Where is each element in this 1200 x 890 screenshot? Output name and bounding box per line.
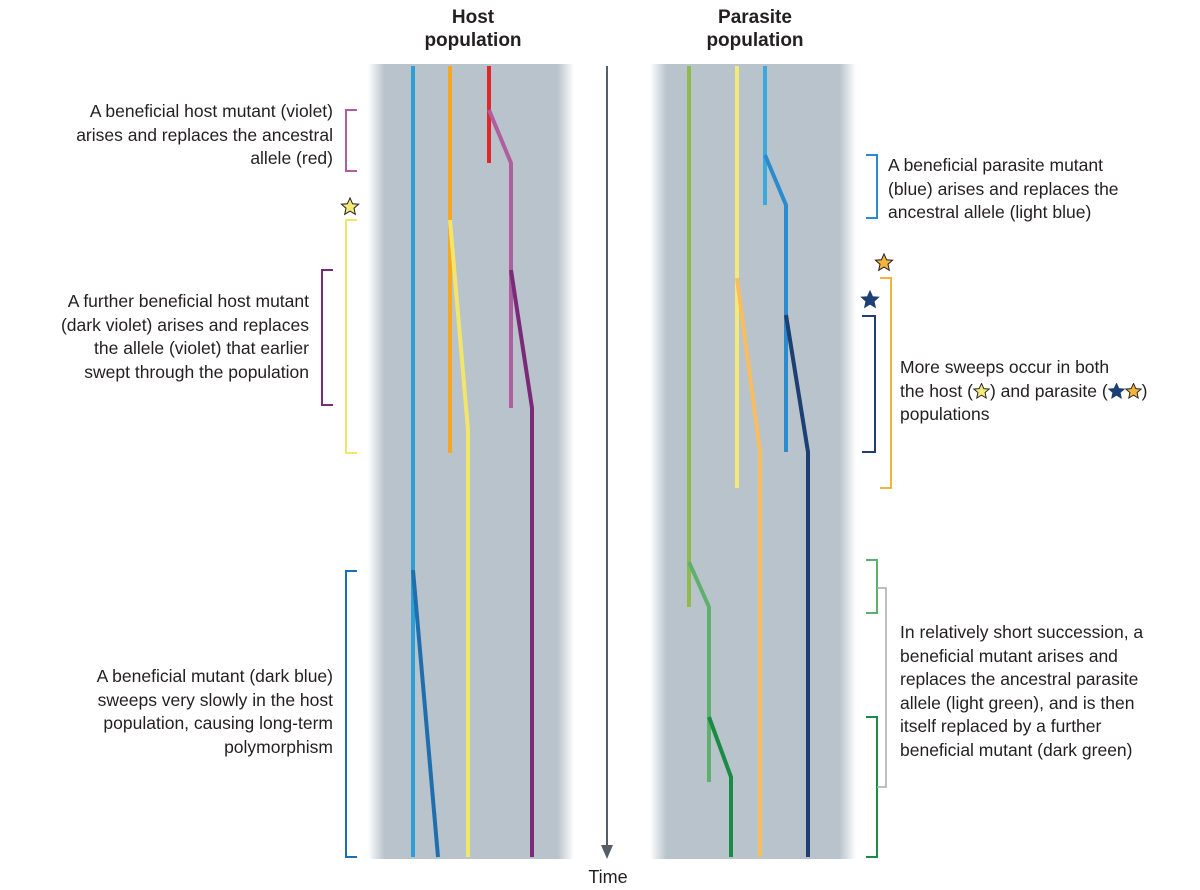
annotation-parasite-green-sweeps: In relatively short succession, a benefi… xyxy=(900,621,1198,762)
note-line: population, causing long-term xyxy=(103,713,333,733)
parasite-blue-lineage xyxy=(763,154,788,452)
note-line: the allele (violet) that earlier xyxy=(94,338,309,358)
time-axis-label: Time xyxy=(588,867,628,887)
bracket-parasite-navy xyxy=(862,315,876,453)
note-fragment: ) xyxy=(1141,380,1148,401)
note-line: A beneficial mutant (dark blue) xyxy=(96,666,333,686)
star-icon xyxy=(874,252,894,272)
parasite-navy-lineage xyxy=(784,314,810,857)
note-fragment: the host ( xyxy=(900,380,973,401)
note-line: (blue) arises and replaces the xyxy=(888,178,1119,199)
bracket-parasite-blue xyxy=(866,154,878,219)
annotation-more-sweeps: More sweeps occur in both the host ( ) an… xyxy=(900,356,1195,427)
star-icon xyxy=(1124,381,1143,399)
star-icon xyxy=(340,196,360,216)
note-line: A beneficial host mutant (violet) xyxy=(89,101,333,121)
bracket-host-dark-violet xyxy=(321,269,333,406)
arrow-down-icon xyxy=(601,845,613,859)
host-population-header: Host population xyxy=(400,6,546,52)
bracket-host-dark-blue xyxy=(345,570,357,858)
annotation-host-dark-blue-sweep: A beneficial mutant (dark blue) sweeps v… xyxy=(20,665,333,759)
note-line: itself replaced by a further xyxy=(900,716,1102,736)
annotation-parasite-blue-sweep: A beneficial parasite mutant (blue) aris… xyxy=(888,154,1188,225)
bracket-parasite-light-green xyxy=(866,559,878,614)
host-header-line2: population xyxy=(424,30,522,51)
note-line: polymorphism xyxy=(224,736,333,757)
parasite-green-lineage xyxy=(687,561,711,782)
annotation-host-violet-sweep: A beneficial host mutant (violet) arises… xyxy=(20,100,333,171)
note-line: beneficial mutant (dark green) xyxy=(900,739,1133,760)
host-dark-violet-lineage xyxy=(509,269,534,857)
note-line: More sweeps occur in both xyxy=(900,357,1110,377)
note-line: swept through the population xyxy=(84,361,309,382)
parasite-population-header: Parasite population xyxy=(682,6,828,52)
bracket-parasite-green-outer xyxy=(877,587,887,788)
bracket-parasite-gold xyxy=(880,277,892,489)
note-fragment: ) and parasite ( xyxy=(989,380,1108,401)
parasite-light-orange-lineage xyxy=(735,277,762,857)
annotation-host-dark-violet-sweep: A further beneficial host mutant (dark v… xyxy=(0,290,309,384)
note-line: arises and replaces the ancestral xyxy=(76,124,333,145)
parasite-population-panel xyxy=(650,64,856,859)
note-line: sweeps very slowly in the host xyxy=(97,689,333,710)
host-yellow-lineage xyxy=(448,219,470,857)
parasite-dark-green-lineage xyxy=(707,716,733,857)
star-icon xyxy=(860,289,880,309)
note-line: In relatively short succession, a xyxy=(900,622,1144,642)
star-icon xyxy=(1107,381,1126,399)
host-population-panel xyxy=(368,64,574,859)
note-line: A further beneficial host mutant xyxy=(67,291,309,311)
note-line: allele (light green), and is then xyxy=(900,692,1135,713)
note-line: A beneficial parasite mutant xyxy=(888,155,1103,175)
host-violet-lineage xyxy=(487,109,513,408)
note-line: replaces the ancestral parasite xyxy=(900,669,1139,689)
note-line: populations xyxy=(900,404,990,424)
host-dark-blue-lineage xyxy=(411,569,440,858)
bracket-host-yellow xyxy=(345,219,357,454)
star-icon xyxy=(972,381,991,399)
parasite-header-line2: population xyxy=(706,30,804,51)
bracket-host-violet xyxy=(345,109,357,172)
note-line: ancestral allele (light blue) xyxy=(888,202,1092,222)
note-line: (dark violet) arises and replaces xyxy=(60,314,309,335)
bracket-parasite-dark-green xyxy=(866,716,878,858)
note-line-with-stars: the host ( ) and parasite () xyxy=(900,380,1195,404)
note-line: beneficial mutant arises and xyxy=(900,645,1118,666)
parasite-header-line1: Parasite xyxy=(718,7,792,28)
host-header-line1: Host xyxy=(451,7,495,28)
note-line: allele (red) xyxy=(250,148,333,168)
